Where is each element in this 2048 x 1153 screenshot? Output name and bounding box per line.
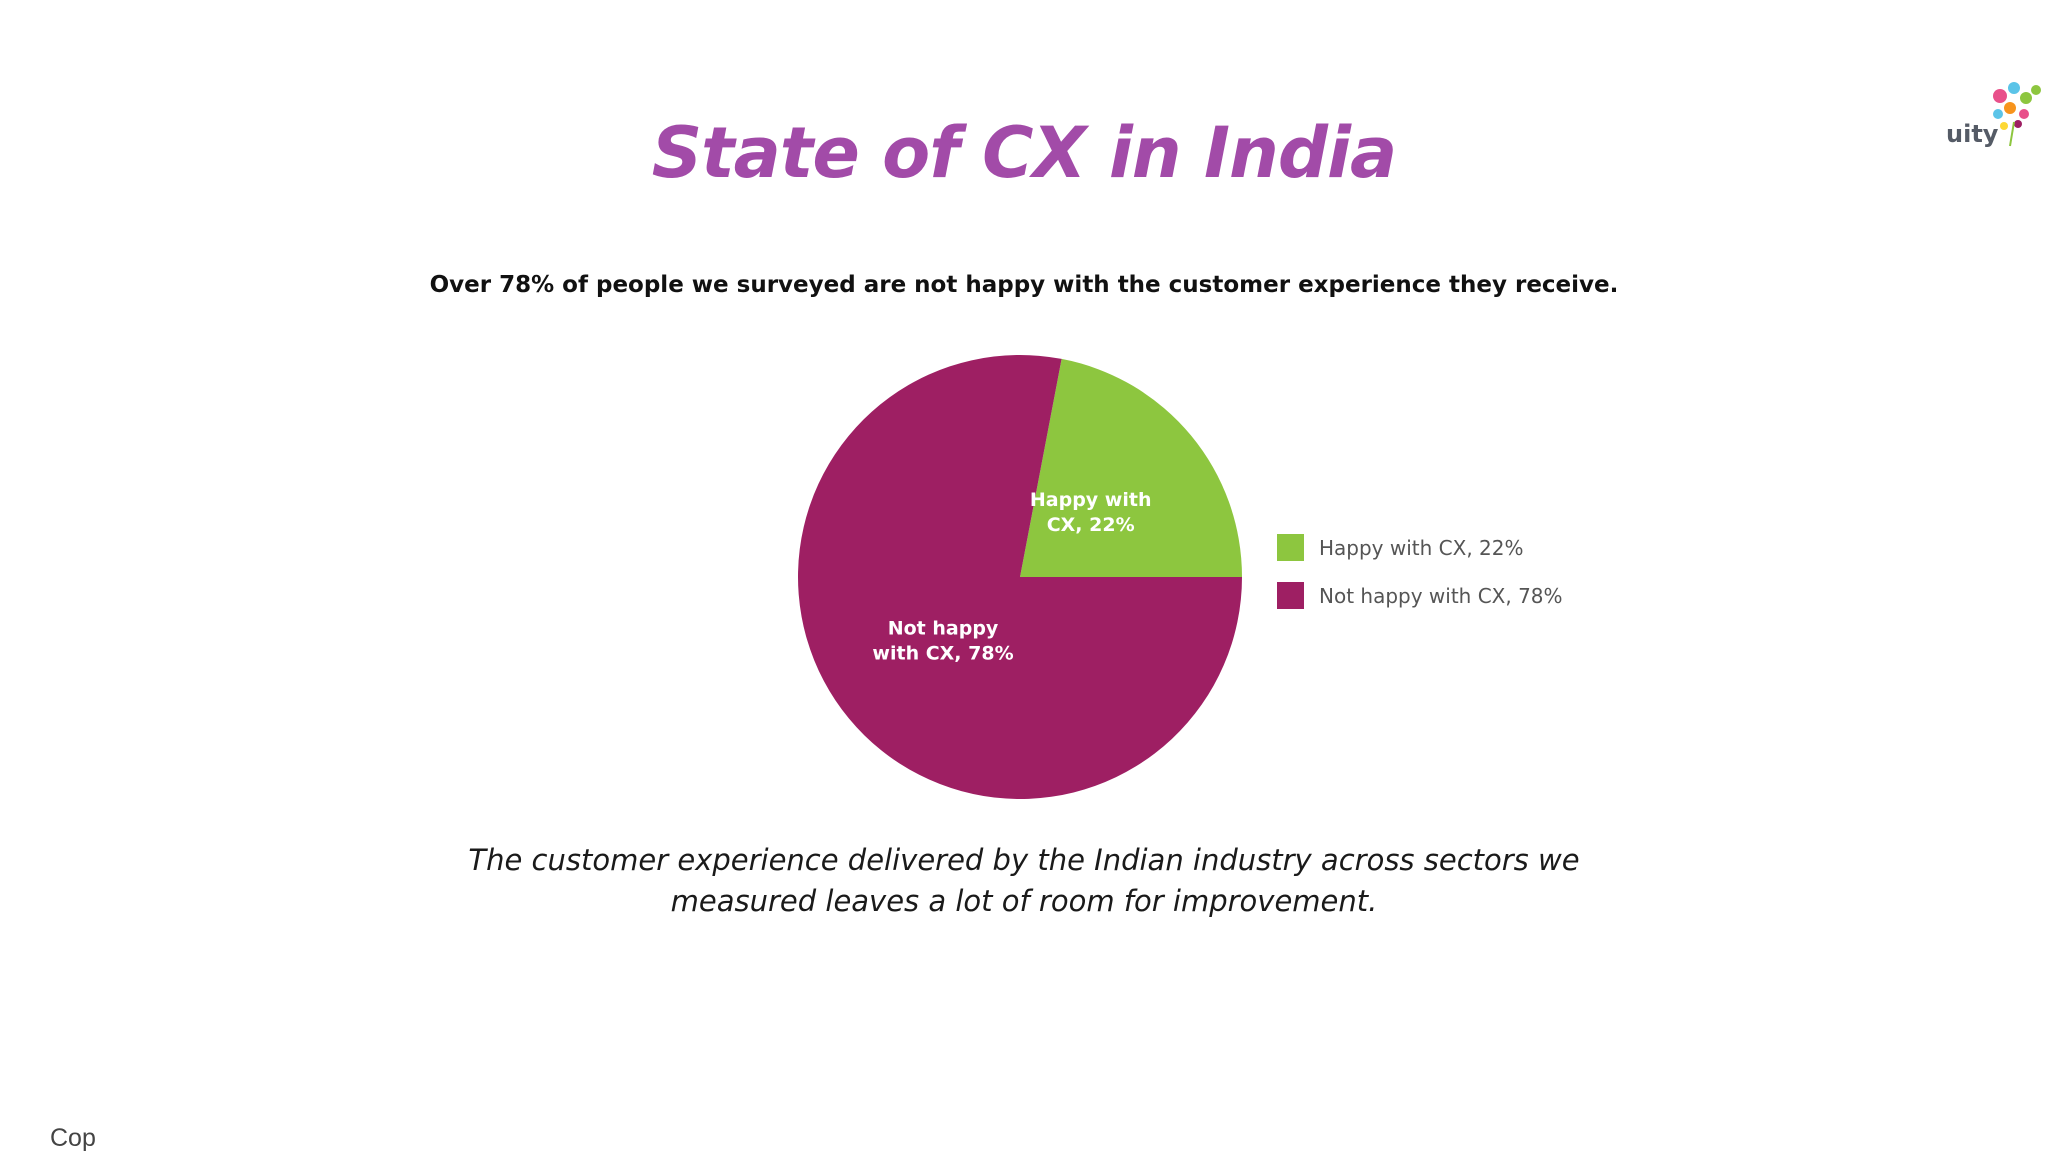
legend-label-happy-with-cx: Happy with CX, 22%: [1319, 536, 1524, 560]
pie-slice-not-happy-with-cx: [798, 355, 1242, 799]
logo-text: uity: [1946, 120, 1999, 148]
pie-slice-happy-with-cx: [1020, 358, 1242, 577]
pie-slice-label-not-happy-with-cx: Not happy with CX, 78%: [872, 618, 1013, 665]
pie-legend: Happy with CX, 22% Not happy with CX, 78%: [1277, 534, 1563, 609]
caption-line-1: The customer experience delivered by the…: [468, 843, 1580, 877]
pie-slice-label-happy-with-cx: Happy with CX, 22%: [1030, 489, 1152, 536]
pie-labels: Happy with CX, 22% Not happy with CX, 78%: [872, 489, 1151, 665]
legend-label-not-happy-with-cx: Not happy with CX, 78%: [1319, 584, 1563, 608]
slide-title: State of CX in India: [651, 112, 1397, 194]
legend-swatch-not-happy-with-cx: [1277, 582, 1304, 609]
slide-subtitle: Over 78% of people we surveyed are not h…: [429, 272, 1619, 298]
pie-slices: [798, 355, 1242, 799]
caption-line-2: measured leaves a lot of room for improv…: [670, 884, 1378, 918]
logo-flower-icon: [1993, 82, 2041, 147]
slide-caption: The customer experience delivered by the…: [424, 840, 1624, 922]
copyright-text: Cop: [50, 1124, 96, 1152]
legend-swatch-happy-with-cx: [1277, 534, 1304, 561]
brand-logo: uity: [1940, 76, 2048, 166]
